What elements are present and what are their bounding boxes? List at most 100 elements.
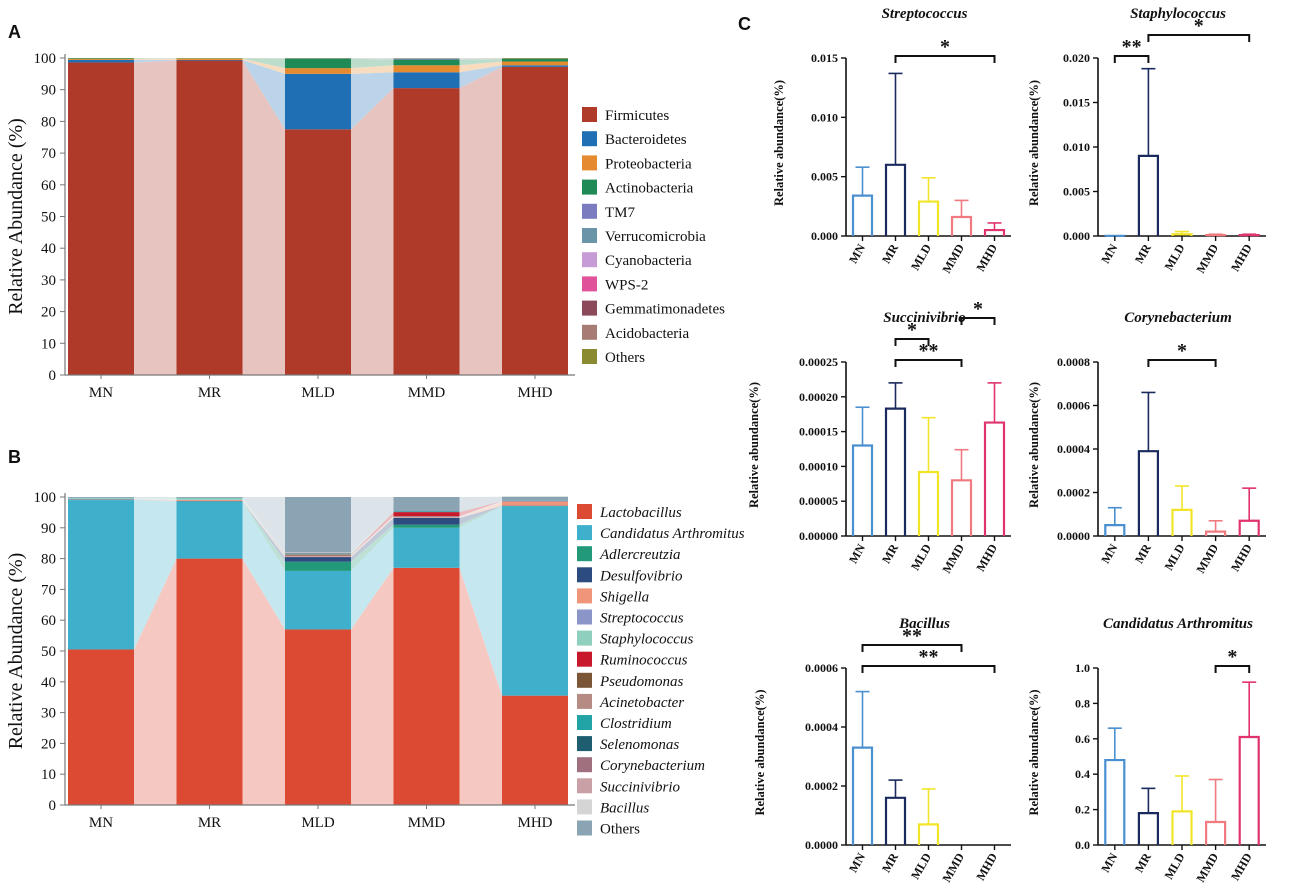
bar-segment-b-3-6: [393, 516, 460, 518]
error-bar-chart-4: Succinivibrio Relative abundance(%) 0.0000…: [747, 298, 1011, 576]
y-tick-label-b: 20: [41, 736, 56, 752]
flow-band-a-4-3: [459, 58, 502, 60]
small-x-tick-label: MHD: [1228, 541, 1255, 574]
small-x-tick-label: MN: [846, 850, 868, 875]
small-y-tick-label: 0.0: [1075, 838, 1090, 852]
bar-segment-b-1-1: [176, 501, 243, 559]
bar-segment-b-2-3: [285, 557, 351, 562]
small-y-tick-label: 0.8: [1075, 696, 1090, 710]
bar-segment-a-2-2: [285, 68, 351, 74]
bar-segment-b-1-4: [176, 500, 243, 502]
flow-band-a-5-2: [351, 58, 394, 59]
flow-band-a-3-1: [242, 58, 285, 69]
small-x-tick-label: MHD: [973, 541, 1000, 574]
flow-band-b-12-1: [242, 497, 285, 554]
small-y-tick-label: 0.0006: [805, 661, 838, 675]
bar-segment-b-2-4: [285, 556, 351, 558]
legend-swatch-a-3: [582, 179, 597, 195]
small-x-tick-label: MMD: [1193, 541, 1221, 575]
legend-label-a-10: Others: [605, 350, 645, 366]
small-x-tick-label: MR: [1132, 241, 1154, 266]
flow-band-b-14-2: [351, 511, 394, 553]
legend-swatch-a-9: [582, 324, 597, 340]
small-y-tick-label: 0.0008: [1057, 355, 1090, 369]
flow-band-a-2-3: [459, 61, 502, 73]
y-tick-label-a: 70: [41, 146, 56, 162]
bar-segment-b-2-1: [285, 570, 351, 630]
bar-segment-b-4-0: [502, 695, 568, 805]
flow-band-b-14-1: [242, 497, 285, 553]
flow-band-b-6-0: [134, 498, 177, 500]
bar-segment-b-2-15: [285, 497, 351, 553]
y-tick-label-b: 30: [41, 706, 56, 722]
flow-band-b-5-1: [242, 499, 285, 557]
flow-band-a-0-2: [351, 88, 394, 376]
legend-label-b-10: Clostridium: [600, 716, 672, 732]
flow-band-b-2-1: [242, 501, 285, 571]
small-x-tick-label: MN: [1098, 541, 1120, 566]
bar-segment-a-2-0: [285, 129, 351, 375]
significance-bracket: [861, 644, 963, 652]
x-tick-label-a: MN: [89, 385, 113, 401]
bar-segment-a-2-1: [285, 73, 351, 130]
flow-band-b-8-2: [351, 512, 394, 555]
legend-label-a-1: Bacteroidetes: [605, 132, 687, 148]
bar-segment-b-2-2: [285, 561, 351, 571]
flow-band-b-0-3: [459, 567, 502, 805]
error-bar-chart-6: Bacillus Relative abundance(%) 0.0000 0.000…: [753, 616, 1011, 885]
small-y-tick-label: 0.000: [1063, 229, 1090, 243]
small-y-tick-label: 0.005: [811, 170, 838, 184]
y-tick-label-b: 40: [41, 675, 56, 691]
legend-swatch-a-1: [582, 131, 597, 147]
significance-bracket: [1147, 34, 1251, 42]
x-tick-label-b: MMD: [408, 815, 446, 831]
bar-MR: [1137, 450, 1159, 536]
flow-band-b-5-3: [459, 501, 502, 518]
bar-MMD: [950, 479, 973, 536]
significance-star: *: [1177, 340, 1187, 362]
bar-segment-b-4-4: [502, 501, 568, 506]
y-tick-label-b: 10: [41, 767, 56, 783]
flow-band-a-3-2: [351, 58, 394, 69]
small-chart-title: Corynebacterium: [1124, 310, 1232, 326]
panel-letter-c: C: [738, 14, 751, 34]
legend-label-a-0: Firmicutes: [605, 108, 669, 124]
flow-band-b-8-1: [242, 498, 285, 555]
legend-swatch-a-5: [582, 228, 597, 243]
legend-swatch-a-10: [582, 349, 597, 364]
small-x-tick-label: MMD: [1193, 241, 1221, 275]
small-x-tick-label: MLD: [908, 541, 934, 573]
bar-segment-a-4-1: [502, 65, 568, 67]
significance-bracket: [894, 338, 930, 346]
legend-label-b-5: Streptococcus: [600, 611, 684, 627]
flow-band-a-0-0: [134, 60, 177, 375]
significance-bracket: [861, 665, 996, 673]
bar-segment-a-0-1: [68, 59, 134, 63]
small-y-tick-label: 0.0002: [805, 779, 838, 793]
flow-band-a-10-3: [459, 58, 502, 59]
significance-bracket: [1113, 55, 1150, 63]
bar-segment-a-3-3: [393, 59, 460, 66]
bar-MR: [884, 407, 907, 536]
small-y-tick-label: 0.0000: [1057, 529, 1090, 543]
flow-band-b-13-2: [351, 511, 394, 554]
flow-band-b-15-2: [351, 497, 394, 553]
significance-star: *: [940, 36, 950, 58]
small-x-tick-label: MHD: [973, 850, 1000, 883]
bar-MLD: [917, 823, 940, 845]
flow-band-b-1-3: [459, 506, 502, 696]
y-tick-label-b: 80: [41, 552, 56, 568]
small-y-tick-label: 0.0000: [805, 838, 838, 852]
small-y-tick-label: 0.00010: [799, 459, 838, 473]
flow-band-b-15-3: [459, 496, 502, 512]
bar-segment-a-1-1: [176, 59, 243, 61]
small-y-tick-label: 0.00000: [799, 529, 838, 543]
bar-MLD: [1171, 810, 1193, 845]
bar-MN: [1104, 758, 1126, 845]
flow-band-b-3-2: [351, 517, 394, 562]
legend-label-b-1: Candidatus Arthromitus: [600, 526, 745, 542]
legend-swatch-b-2: [577, 546, 592, 562]
bar-segment-a-3-4: [393, 58, 460, 60]
error-bar-chart-7: Candidatus Arthromitus Relative abundance…: [1027, 616, 1266, 885]
significance-bracket: [894, 55, 996, 63]
